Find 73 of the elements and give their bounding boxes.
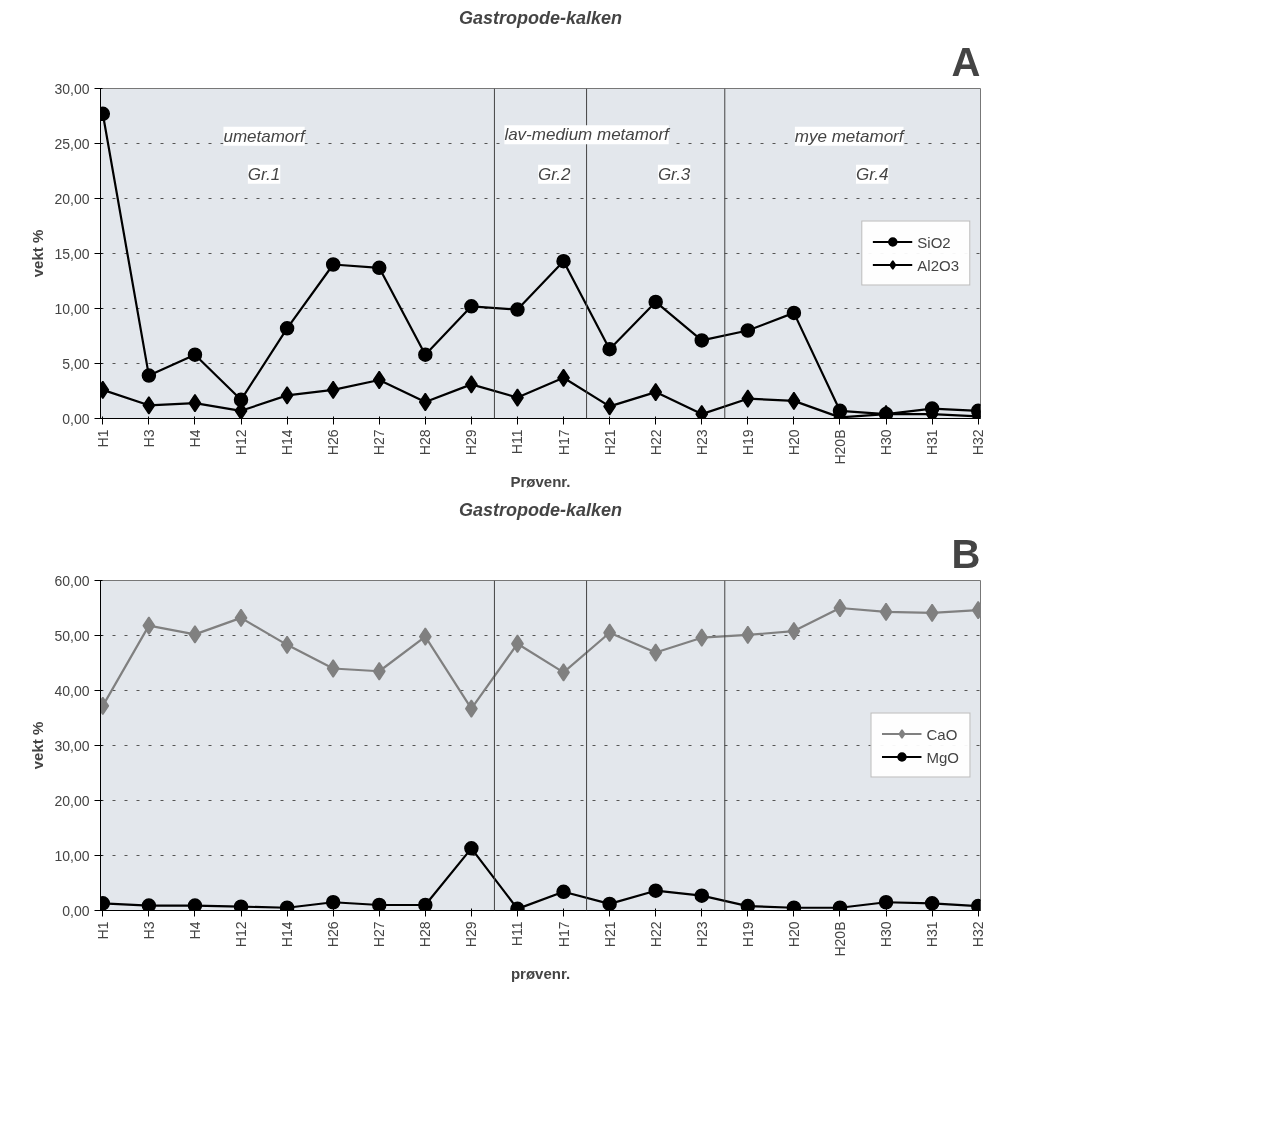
x-axis-title: Prøvenr. — [510, 472, 571, 490]
legend-label: MgO — [926, 748, 959, 765]
x-tick-label: H14 — [279, 429, 296, 456]
x-tick-label: H23 — [693, 429, 710, 456]
x-tick-label: H17 — [555, 921, 572, 948]
chart-title: Gastropode-kalken — [458, 499, 623, 520]
y-tick-label: 25,00 — [54, 135, 90, 152]
text: B — [951, 531, 981, 576]
x-tick-label: H20B — [831, 429, 848, 465]
x-tick-label: H26 — [325, 429, 342, 456]
x-tick-label: H28 — [417, 921, 434, 948]
x-tick-label: H27 — [371, 429, 388, 456]
x-tick-label: H29 — [463, 429, 480, 456]
chart-title: Gastropode-kalken — [458, 7, 623, 28]
y-tick-label: 50,00 — [54, 627, 90, 644]
x-tick-label: H20B — [831, 921, 848, 957]
legend-label: CaO — [926, 725, 958, 742]
y-axis-title: vekt % — [29, 229, 47, 278]
annotation: Gr.4 — [856, 164, 889, 184]
x-tick-label: H20 — [785, 429, 802, 456]
x-tick-label: H21 — [601, 429, 618, 456]
x-tick-label: H27 — [371, 921, 388, 948]
x-tick-label: H21 — [601, 921, 618, 948]
x-tick-label: H12 — [233, 921, 250, 948]
x-tick-label: H20 — [785, 921, 802, 948]
y-tick-label: 20,00 — [54, 190, 90, 207]
legend-label: Al2O3 — [917, 256, 959, 273]
y-tick-label: 15,00 — [54, 245, 90, 262]
x-tick-label: H14 — [279, 921, 296, 948]
y-tick-label: 10,00 — [54, 300, 90, 317]
x-tick-label: H4 — [186, 429, 203, 448]
x-tick-label: H31 — [924, 429, 941, 456]
x-tick-label: H12 — [233, 429, 250, 456]
x-tick-label: H32 — [970, 921, 987, 948]
y-tick-label: 30,00 — [54, 737, 90, 754]
y-axis-title: vekt % — [29, 721, 47, 770]
annotation: lav-medium metamorf — [504, 125, 672, 145]
legend-label: SiO2 — [917, 233, 951, 250]
x-tick-label: H28 — [417, 429, 434, 456]
x-tick-label: H11 — [509, 429, 526, 455]
x-tick-label: H26 — [325, 921, 342, 948]
x-tick-label: H19 — [739, 921, 756, 948]
x-tick-label: H4 — [186, 921, 203, 940]
y-tick-label: 10,00 — [54, 847, 90, 864]
x-tick-label: H19 — [739, 429, 756, 456]
text: A — [951, 39, 981, 84]
annotation: Gr.1 — [247, 164, 281, 184]
x-tick-label: H32 — [970, 429, 987, 456]
y-tick-label: 30,00 — [54, 80, 90, 97]
x-axis-title: prøvenr. — [510, 964, 571, 982]
annotation: Gr.3 — [657, 164, 691, 184]
y-tick-label: 5,00 — [62, 355, 90, 372]
x-tick-label: H11 — [509, 921, 526, 947]
x-tick-label: H3 — [140, 429, 157, 448]
annotation: umetamorf — [223, 126, 307, 146]
y-tick-label: 60,00 — [54, 572, 90, 589]
y-tick-label: 20,00 — [54, 792, 90, 809]
x-tick-label: H29 — [463, 921, 480, 948]
x-tick-label: H1 — [94, 921, 111, 940]
y-tick-label: 0,00 — [62, 410, 90, 427]
x-tick-label: H22 — [647, 921, 664, 948]
y-tick-label: 40,00 — [54, 682, 90, 699]
y-tick-label: 0,00 — [62, 902, 90, 919]
x-tick-label: H22 — [647, 429, 664, 456]
x-tick-label: H30 — [878, 429, 895, 456]
x-tick-label: H31 — [924, 921, 941, 948]
x-tick-label: H3 — [140, 921, 157, 940]
annotation: Gr.2 — [538, 164, 572, 184]
annotation: mye metamorf — [794, 126, 906, 146]
x-tick-label: H30 — [878, 921, 895, 948]
x-tick-label: H17 — [555, 429, 572, 456]
x-tick-label: H23 — [693, 921, 710, 948]
x-tick-label: H1 — [94, 429, 111, 448]
